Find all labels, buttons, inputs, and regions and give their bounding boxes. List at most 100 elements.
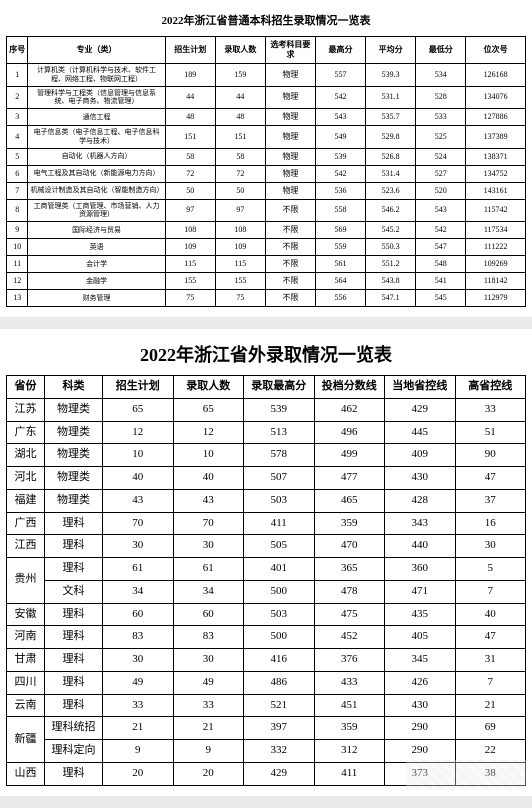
table-row: 10英语109109不限559550.3547111222	[7, 239, 526, 256]
cell: 物理	[265, 182, 315, 199]
cell: 127886	[466, 109, 526, 126]
cell: 30	[173, 649, 244, 672]
cell: 理科	[45, 649, 103, 672]
cell: 416	[244, 649, 315, 672]
cell: 理科	[45, 626, 103, 649]
cell: 435	[385, 603, 456, 626]
cell: 38	[455, 762, 526, 785]
cell: 会计学	[28, 256, 165, 273]
zhejiang-in-province-table-page: 2022年浙江省普通本科招生录取情况一览表 序号专业（类）招生计划录取人数选考科…	[0, 0, 532, 317]
cell: 物理	[265, 64, 315, 87]
cell: 61	[103, 558, 174, 581]
table-row: 9国际经济与贸易108108不限569545.2542117534	[7, 222, 526, 239]
table2: 省份科类招生计划录取人数录取最高分投档分数线当地省控线高省控线 江苏物理类656…	[6, 375, 526, 786]
cell: 理科	[45, 558, 103, 581]
cell: 557	[316, 64, 366, 87]
cell: 11	[7, 256, 28, 273]
col-header: 录取人数	[173, 376, 244, 399]
cell: 江西	[7, 535, 45, 558]
cell: 373	[385, 762, 456, 785]
cell: 20	[173, 762, 244, 785]
cell: 155	[165, 273, 215, 290]
cell: 531.4	[366, 165, 416, 182]
table-row: 7机械设计制造及其自动化（智能制造方向）5050物理536523.6520143…	[7, 182, 526, 199]
cell: 40	[455, 603, 526, 626]
cell: 556	[316, 290, 366, 307]
cell: 61	[173, 558, 244, 581]
cell: 2	[7, 86, 28, 109]
cell: 117534	[466, 222, 526, 239]
cell: 49	[173, 671, 244, 694]
cell: 507	[244, 467, 315, 490]
cell: 不限	[265, 290, 315, 307]
cell: 30	[173, 535, 244, 558]
col-header: 录取人数	[215, 37, 265, 64]
cell: 551.2	[366, 256, 416, 273]
cell: 155	[215, 273, 265, 290]
cell: 5	[7, 148, 28, 165]
cell: 470	[314, 535, 385, 558]
col-header: 位次号	[466, 37, 526, 64]
table-row: 湖北物理类101057849940990	[7, 444, 526, 467]
cell: 475	[314, 603, 385, 626]
cell: 60	[173, 603, 244, 626]
cell: 安徽	[7, 603, 45, 626]
cell: 33	[103, 694, 174, 717]
cell: 526.8	[366, 148, 416, 165]
cell: 6	[7, 165, 28, 182]
cell: 426	[385, 671, 456, 694]
table-row: 新疆理科统招212139735929069	[7, 717, 526, 740]
cell: 理科	[45, 694, 103, 717]
cell: 物理	[265, 126, 315, 149]
cell: 503	[244, 603, 315, 626]
cell: 525	[416, 126, 466, 149]
cell: 31	[455, 649, 526, 672]
cell: 115742	[466, 199, 526, 222]
col-header: 省份	[7, 376, 45, 399]
cell: 48	[215, 109, 265, 126]
cell: 527	[416, 165, 466, 182]
table-row: 山西理科202042941137338	[7, 762, 526, 785]
cell: 计算机类（计算机科学与技术、软件工程、网络工程、物联网工程）	[28, 64, 165, 87]
cell: 550.3	[366, 239, 416, 256]
cell: 452	[314, 626, 385, 649]
cell: 312	[314, 740, 385, 763]
table-row: 广西理科707041135934316	[7, 512, 526, 535]
cell: 143161	[466, 182, 526, 199]
cell: 430	[385, 694, 456, 717]
cell: 9	[103, 740, 174, 763]
cell: 359	[314, 512, 385, 535]
cell: 496	[314, 421, 385, 444]
cell: 48	[165, 109, 215, 126]
cell: 文科	[45, 580, 103, 603]
cell: 486	[244, 671, 315, 694]
cell: 43	[173, 489, 244, 512]
cell: 137389	[466, 126, 526, 149]
cell: 365	[314, 558, 385, 581]
cell: 343	[385, 512, 456, 535]
cell: 理科	[45, 603, 103, 626]
col-header: 投档分数线	[314, 376, 385, 399]
cell: 411	[314, 762, 385, 785]
cell: 20	[103, 762, 174, 785]
cell: 12	[173, 421, 244, 444]
cell: 12	[103, 421, 174, 444]
table-row: 4电子信息类（电子信息工程、电子信息科学与技术）151151物理549529.8…	[7, 126, 526, 149]
cell: 72	[165, 165, 215, 182]
cell: 物理类	[45, 421, 103, 444]
cell: 97	[215, 199, 265, 222]
cell: 134752	[466, 165, 526, 182]
table-row: 福建物理类434350346542837	[7, 489, 526, 512]
cell: 578	[244, 444, 315, 467]
cell: 5	[455, 558, 526, 581]
cell: 广东	[7, 421, 45, 444]
cell: 477	[314, 467, 385, 490]
cell: 536	[316, 182, 366, 199]
cell: 物理类	[45, 444, 103, 467]
cell: 359	[314, 717, 385, 740]
cell: 465	[314, 489, 385, 512]
cell: 65	[103, 398, 174, 421]
cell: 513	[244, 421, 315, 444]
cell: 贵州	[7, 558, 45, 604]
col-header: 科类	[45, 376, 103, 399]
